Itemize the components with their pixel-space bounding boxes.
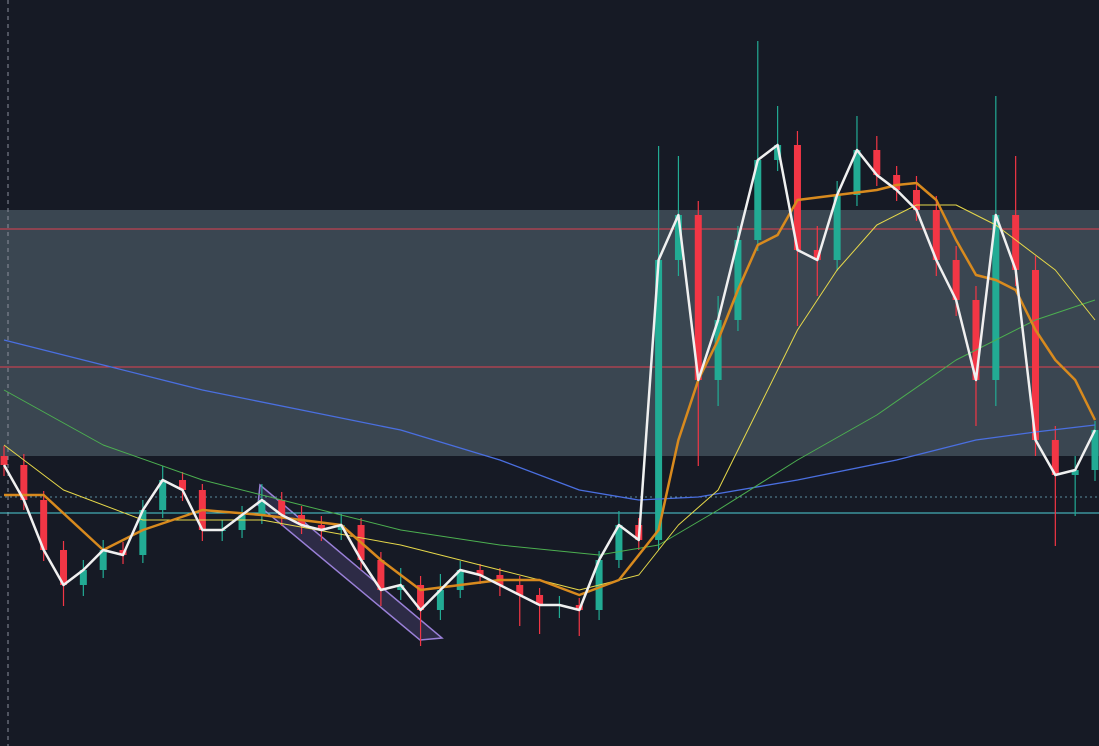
candle-body (1051, 440, 1059, 475)
candle-body (972, 300, 980, 380)
candle-body (79, 570, 87, 585)
candle-body (476, 570, 484, 575)
candle-body (159, 480, 167, 510)
candle-body (615, 525, 623, 560)
candle-body (1031, 270, 1039, 440)
candle-body (417, 585, 425, 610)
candle-body (516, 585, 524, 595)
candle-body (932, 210, 940, 260)
candle-body (536, 595, 544, 605)
moving-average-line (3, 299, 1096, 556)
line-layer (2, 143, 1097, 612)
moving-average-line (4, 181, 1097, 597)
candle-body (833, 195, 841, 260)
candle-body (456, 570, 464, 590)
candle-body (397, 585, 405, 590)
zone-layer (0, 210, 1099, 456)
candle-body (0, 456, 8, 465)
candle-body (238, 515, 246, 530)
candle-body (793, 145, 801, 250)
candle-body (813, 250, 821, 260)
candle-body (60, 550, 68, 585)
candle-body (754, 160, 762, 240)
candle-body (912, 190, 920, 210)
zone (0, 210, 1099, 456)
candle-body (1071, 470, 1079, 475)
candle-body (139, 510, 147, 555)
moving-average-line (3, 339, 1096, 501)
candle-body (734, 240, 742, 320)
candle-layer (0, 41, 1099, 646)
candle-body (774, 145, 782, 160)
moving-average-line (2, 143, 1097, 612)
candle-body (99, 550, 107, 570)
candle-body (873, 150, 881, 175)
candle-body (674, 215, 682, 260)
candle-body (20, 465, 28, 500)
candle-body (278, 500, 286, 515)
moving-average-line (3, 204, 1096, 591)
candle-body (258, 500, 266, 515)
candle-body (40, 500, 48, 550)
candle-body (992, 215, 1000, 380)
candle-body (179, 480, 187, 490)
candle-body (317, 525, 325, 530)
candle-body (694, 215, 702, 380)
candle-body (436, 590, 444, 610)
candle-body (377, 560, 385, 590)
level-layer (0, 228, 1099, 514)
candle-body (714, 320, 722, 380)
candle-body (893, 175, 901, 190)
candle-body (655, 260, 663, 540)
candle-body (853, 150, 861, 195)
candle-body (1091, 430, 1099, 470)
candle-body (1012, 215, 1020, 270)
candle-body (952, 260, 960, 300)
